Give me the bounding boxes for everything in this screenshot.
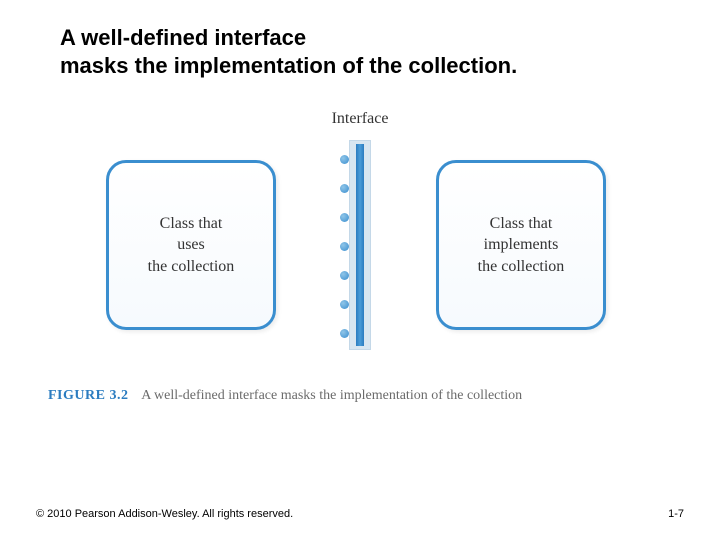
interface-bar-inner (356, 144, 364, 346)
class-implements-collection-box: Class thatimplementsthe collection (436, 160, 606, 330)
connector-ball-icon (340, 300, 349, 309)
slide-footer: © 2010 Pearson Addison-Wesley. All right… (36, 508, 684, 520)
connector-ball-icon (340, 184, 349, 193)
title-line-1: A well-defined interface (60, 25, 306, 50)
figure-caption-row: FIGURE 3.2 A well-defined interface mask… (48, 388, 522, 404)
connector-ball-icon (340, 155, 349, 164)
title-line-2: masks the implementation of the collecti… (60, 53, 517, 78)
diagram-area: Interface Class thatusesthe collection C… (36, 100, 684, 420)
page-number: 1-7 (668, 508, 684, 520)
interface-label: Interface (332, 110, 389, 128)
connector-ball-icon (340, 271, 349, 280)
connector-ball-icon (340, 213, 349, 222)
interface-bar (349, 140, 371, 350)
slide-title: A well-defined interface masks the imple… (60, 24, 517, 79)
copyright-text: © 2010 Pearson Addison-Wesley. All right… (36, 508, 293, 520)
class-uses-collection-box: Class thatusesthe collection (106, 160, 276, 330)
figure-number-label: FIGURE 3.2 (48, 388, 128, 403)
connector-ball-icon (340, 242, 349, 251)
left-box-text: Class thatusesthe collection (148, 213, 235, 278)
connector-ball-icon (340, 329, 349, 338)
figure-caption-text: A well-defined interface masks the imple… (141, 388, 522, 403)
right-box-text: Class thatimplementsthe collection (478, 213, 565, 278)
